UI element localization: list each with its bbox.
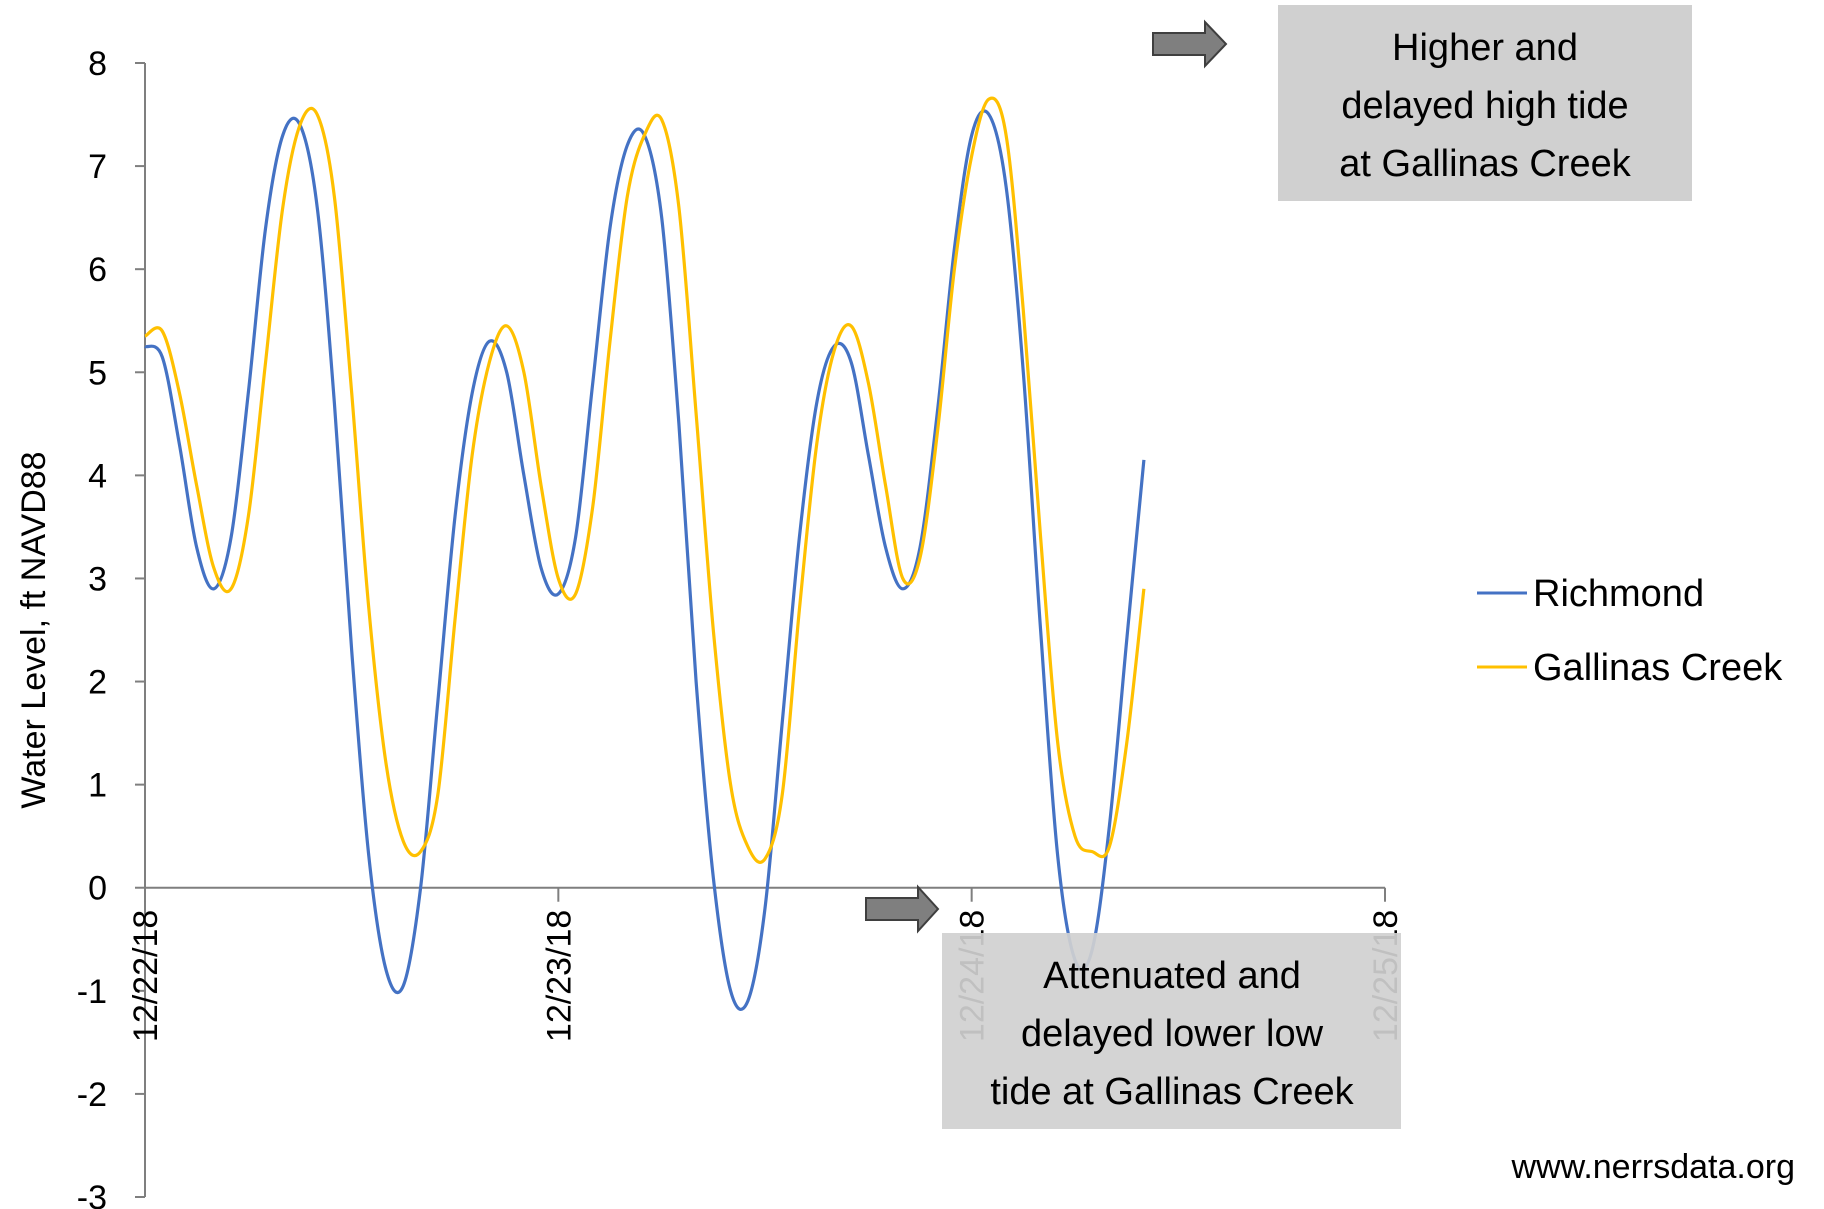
- y-tick-label: -3: [77, 1179, 107, 1209]
- y-tick-label: 3: [88, 560, 107, 598]
- y-axis: -3 -2 -1 0 1 2 3 4 5 6 7 8: [77, 45, 146, 1209]
- y-tick-label: 6: [88, 251, 107, 289]
- y-tick-label: 1: [88, 767, 107, 805]
- low-tide-annotation-line-2: delayed lower low: [1021, 1013, 1324, 1055]
- high-tide-arrow: [1152, 19, 1228, 69]
- low-tide-annotation-line-3: tide at Gallinas Creek: [990, 1071, 1354, 1113]
- low-tide-annotation-box: [942, 933, 1401, 1129]
- series-line-gallinas-creek: [144, 96, 1146, 864]
- y-tick-label: 4: [88, 457, 107, 495]
- legend-label-richmond: Richmond: [1533, 573, 1704, 615]
- high-tide-annotation: Higher and delayed high tide at Gallinas…: [1278, 5, 1692, 201]
- y-tick-label: 5: [88, 354, 107, 392]
- high-tide-annotation-line-1: Higher and: [1392, 27, 1578, 69]
- legend-label-gallinas-creek: Gallinas Creek: [1533, 647, 1783, 689]
- y-tick-label: -2: [77, 1076, 107, 1114]
- y-tick-label: -1: [77, 973, 107, 1011]
- series-line-richmond: [144, 109, 1146, 1011]
- source-credit: www.nerrsdata.org: [1511, 1148, 1795, 1186]
- high-tide-annotation-line-3: at Gallinas Creek: [1339, 143, 1631, 185]
- low-tide-annotation: Attenuated and delayed lower low tide at…: [942, 933, 1401, 1129]
- high-tide-annotation-line-2: delayed high tide: [1341, 85, 1628, 127]
- y-tick-label: 2: [88, 664, 107, 702]
- series-lines: [144, 96, 1146, 1011]
- x-tick-label: 12/22/18: [127, 910, 165, 1042]
- y-tick-label: 8: [88, 45, 107, 83]
- y-tick-label: 0: [88, 870, 107, 908]
- x-axis: [144, 886, 1386, 902]
- y-tick-label: 7: [88, 148, 107, 186]
- low-tide-annotation-line-1: Attenuated and: [1043, 955, 1301, 997]
- y-axis-title: Water Level, ft NAVD88: [15, 451, 53, 808]
- low-tide-arrow: [865, 884, 940, 934]
- high-tide-annotation-box: [1278, 5, 1692, 201]
- x-tick-label: 12/23/18: [540, 910, 578, 1042]
- legend: Richmond Gallinas Creek: [1477, 573, 1783, 689]
